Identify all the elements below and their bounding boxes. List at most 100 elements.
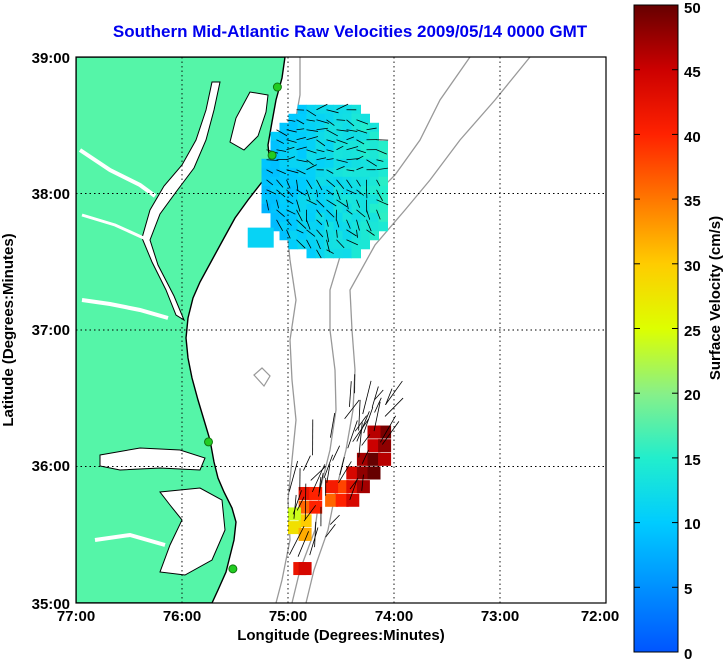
velocity-vector	[361, 449, 369, 464]
velocity-cell	[297, 122, 307, 133]
colorbar-tick-label: 15	[684, 452, 701, 469]
velocity-cell	[324, 122, 334, 133]
velocity-vector	[358, 399, 361, 431]
velocity-vector	[318, 476, 322, 493]
velocity-vector	[306, 189, 311, 201]
velocity-cell	[306, 221, 316, 232]
velocity-vector	[346, 129, 358, 132]
velocity-vector	[326, 239, 331, 253]
velocity-cell	[351, 167, 361, 178]
velocity-cell	[378, 221, 388, 232]
velocity-cell	[306, 239, 316, 250]
y-tick-label: 38:00	[32, 186, 70, 203]
velocity-vector	[346, 119, 355, 127]
pamlico-sound	[159, 487, 226, 576]
velocity-cell	[306, 203, 316, 214]
velocity-cell	[378, 185, 388, 196]
y-tick-labels: 39:00 38:00 37:00 36:00 35:00	[32, 50, 70, 613]
velocity-cell	[306, 230, 316, 241]
velocity-vector	[296, 189, 306, 196]
velocity-cell	[369, 203, 379, 214]
velocity-cell	[333, 113, 343, 124]
velocity-cell	[369, 158, 379, 169]
colorbar-tick-label: 40	[684, 129, 701, 146]
velocity-vector	[356, 166, 364, 171]
velocity-cell	[297, 104, 307, 115]
velocity-cell	[288, 113, 298, 124]
velocity-cell	[346, 493, 360, 507]
grid-lines	[76, 57, 606, 603]
velocity-cell	[335, 493, 349, 507]
velocity-vector	[366, 209, 371, 220]
velocity-vector	[336, 199, 348, 208]
velocity-vector	[325, 524, 336, 538]
velocity-cell	[261, 158, 271, 169]
velocity-cell	[306, 149, 316, 160]
velocity-cell	[360, 122, 370, 133]
velocity-cell	[333, 230, 343, 241]
velocity-cell	[342, 167, 352, 178]
velocity-vector	[373, 401, 381, 432]
velocity-vector	[346, 146, 359, 151]
velocity-vector	[296, 128, 305, 131]
velocity-vector	[376, 179, 381, 187]
velocity-vector	[306, 109, 317, 117]
velocity-vector	[296, 219, 307, 229]
velocity-cell	[351, 131, 361, 142]
velocity-cell	[270, 131, 280, 142]
velocity-vector	[336, 179, 345, 190]
velocity-cell	[351, 149, 361, 160]
velocity-cell	[315, 185, 325, 196]
velocity-cell	[351, 203, 361, 214]
velocity-vector	[296, 119, 305, 125]
velocity-vector	[286, 199, 294, 205]
velocity-cell	[342, 149, 352, 160]
velocity-vector	[326, 109, 339, 114]
velocity-cell	[367, 439, 381, 453]
velocity-cell	[378, 439, 392, 453]
velocity-cell	[309, 486, 323, 500]
velocity-vector	[306, 219, 311, 230]
velocity-cell	[360, 140, 370, 151]
velocity-vector	[354, 415, 367, 432]
velocity-cell	[333, 149, 343, 160]
velocity-vector	[286, 156, 296, 161]
velocity-vector	[266, 159, 279, 161]
velocity-cell	[369, 140, 379, 151]
velocity-cell	[346, 466, 360, 480]
velocity-cell	[351, 140, 361, 151]
velocity-cell	[324, 194, 334, 205]
velocity-cell	[270, 194, 280, 205]
y-tick-label: 36:00	[32, 458, 70, 475]
velocity-cell	[315, 221, 325, 232]
velocity-cell	[279, 122, 289, 133]
velocity-vector	[266, 169, 274, 174]
velocity-vector	[306, 129, 319, 132]
velocity-vector	[303, 505, 317, 522]
velocity-cell	[288, 131, 298, 142]
velocity-vector	[336, 129, 349, 132]
velocity-cell	[360, 230, 370, 241]
velocity-vector	[356, 189, 364, 196]
velocity-cell	[342, 212, 352, 223]
velocity-vector	[316, 179, 323, 191]
velocity-cell	[333, 131, 343, 142]
velocity-cell	[270, 140, 280, 151]
velocity-vector	[376, 159, 384, 162]
velocity-cell	[306, 131, 316, 142]
velocity-cell	[360, 149, 370, 160]
isobath-blob	[253, 367, 271, 388]
velocity-cell	[288, 140, 298, 151]
velocity-vector	[306, 119, 315, 122]
velocity-vector	[276, 169, 286, 175]
velocity-vector	[286, 219, 292, 226]
velocity-cell	[297, 176, 307, 187]
velocity-vector	[309, 527, 319, 556]
velocity-vector	[316, 119, 329, 124]
velocity-vector	[316, 139, 326, 147]
velocity-vector	[326, 129, 339, 137]
velocity-vector	[336, 189, 341, 201]
velocity-vector	[338, 461, 352, 483]
velocity-cell	[279, 167, 289, 178]
velocity-vector	[336, 166, 345, 171]
